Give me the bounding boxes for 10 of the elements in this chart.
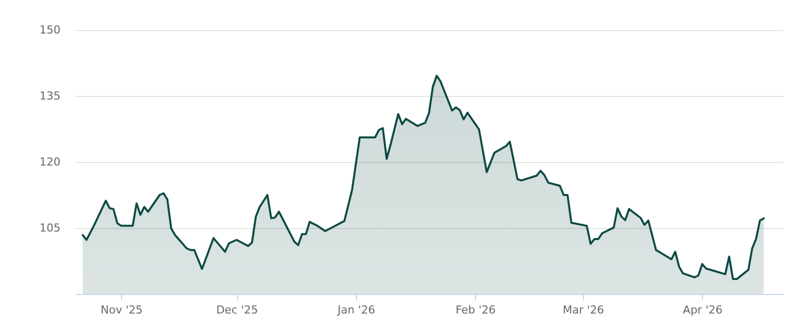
x-tick-label: Jan '26 [336, 304, 376, 316]
x-tick-label: Apr '26 [682, 304, 722, 316]
x-tick-label: Feb '26 [456, 304, 496, 316]
y-tick-label: 105 [40, 222, 60, 234]
y-tick-label: 120 [40, 156, 60, 168]
y-tick-label: 135 [40, 90, 60, 102]
x-tick-label: Dec '25 [216, 304, 258, 316]
x-tick-label: Nov '25 [100, 304, 143, 316]
x-tick-label: Mar '26 [562, 304, 604, 316]
y-tick-label: 150 [40, 24, 60, 36]
